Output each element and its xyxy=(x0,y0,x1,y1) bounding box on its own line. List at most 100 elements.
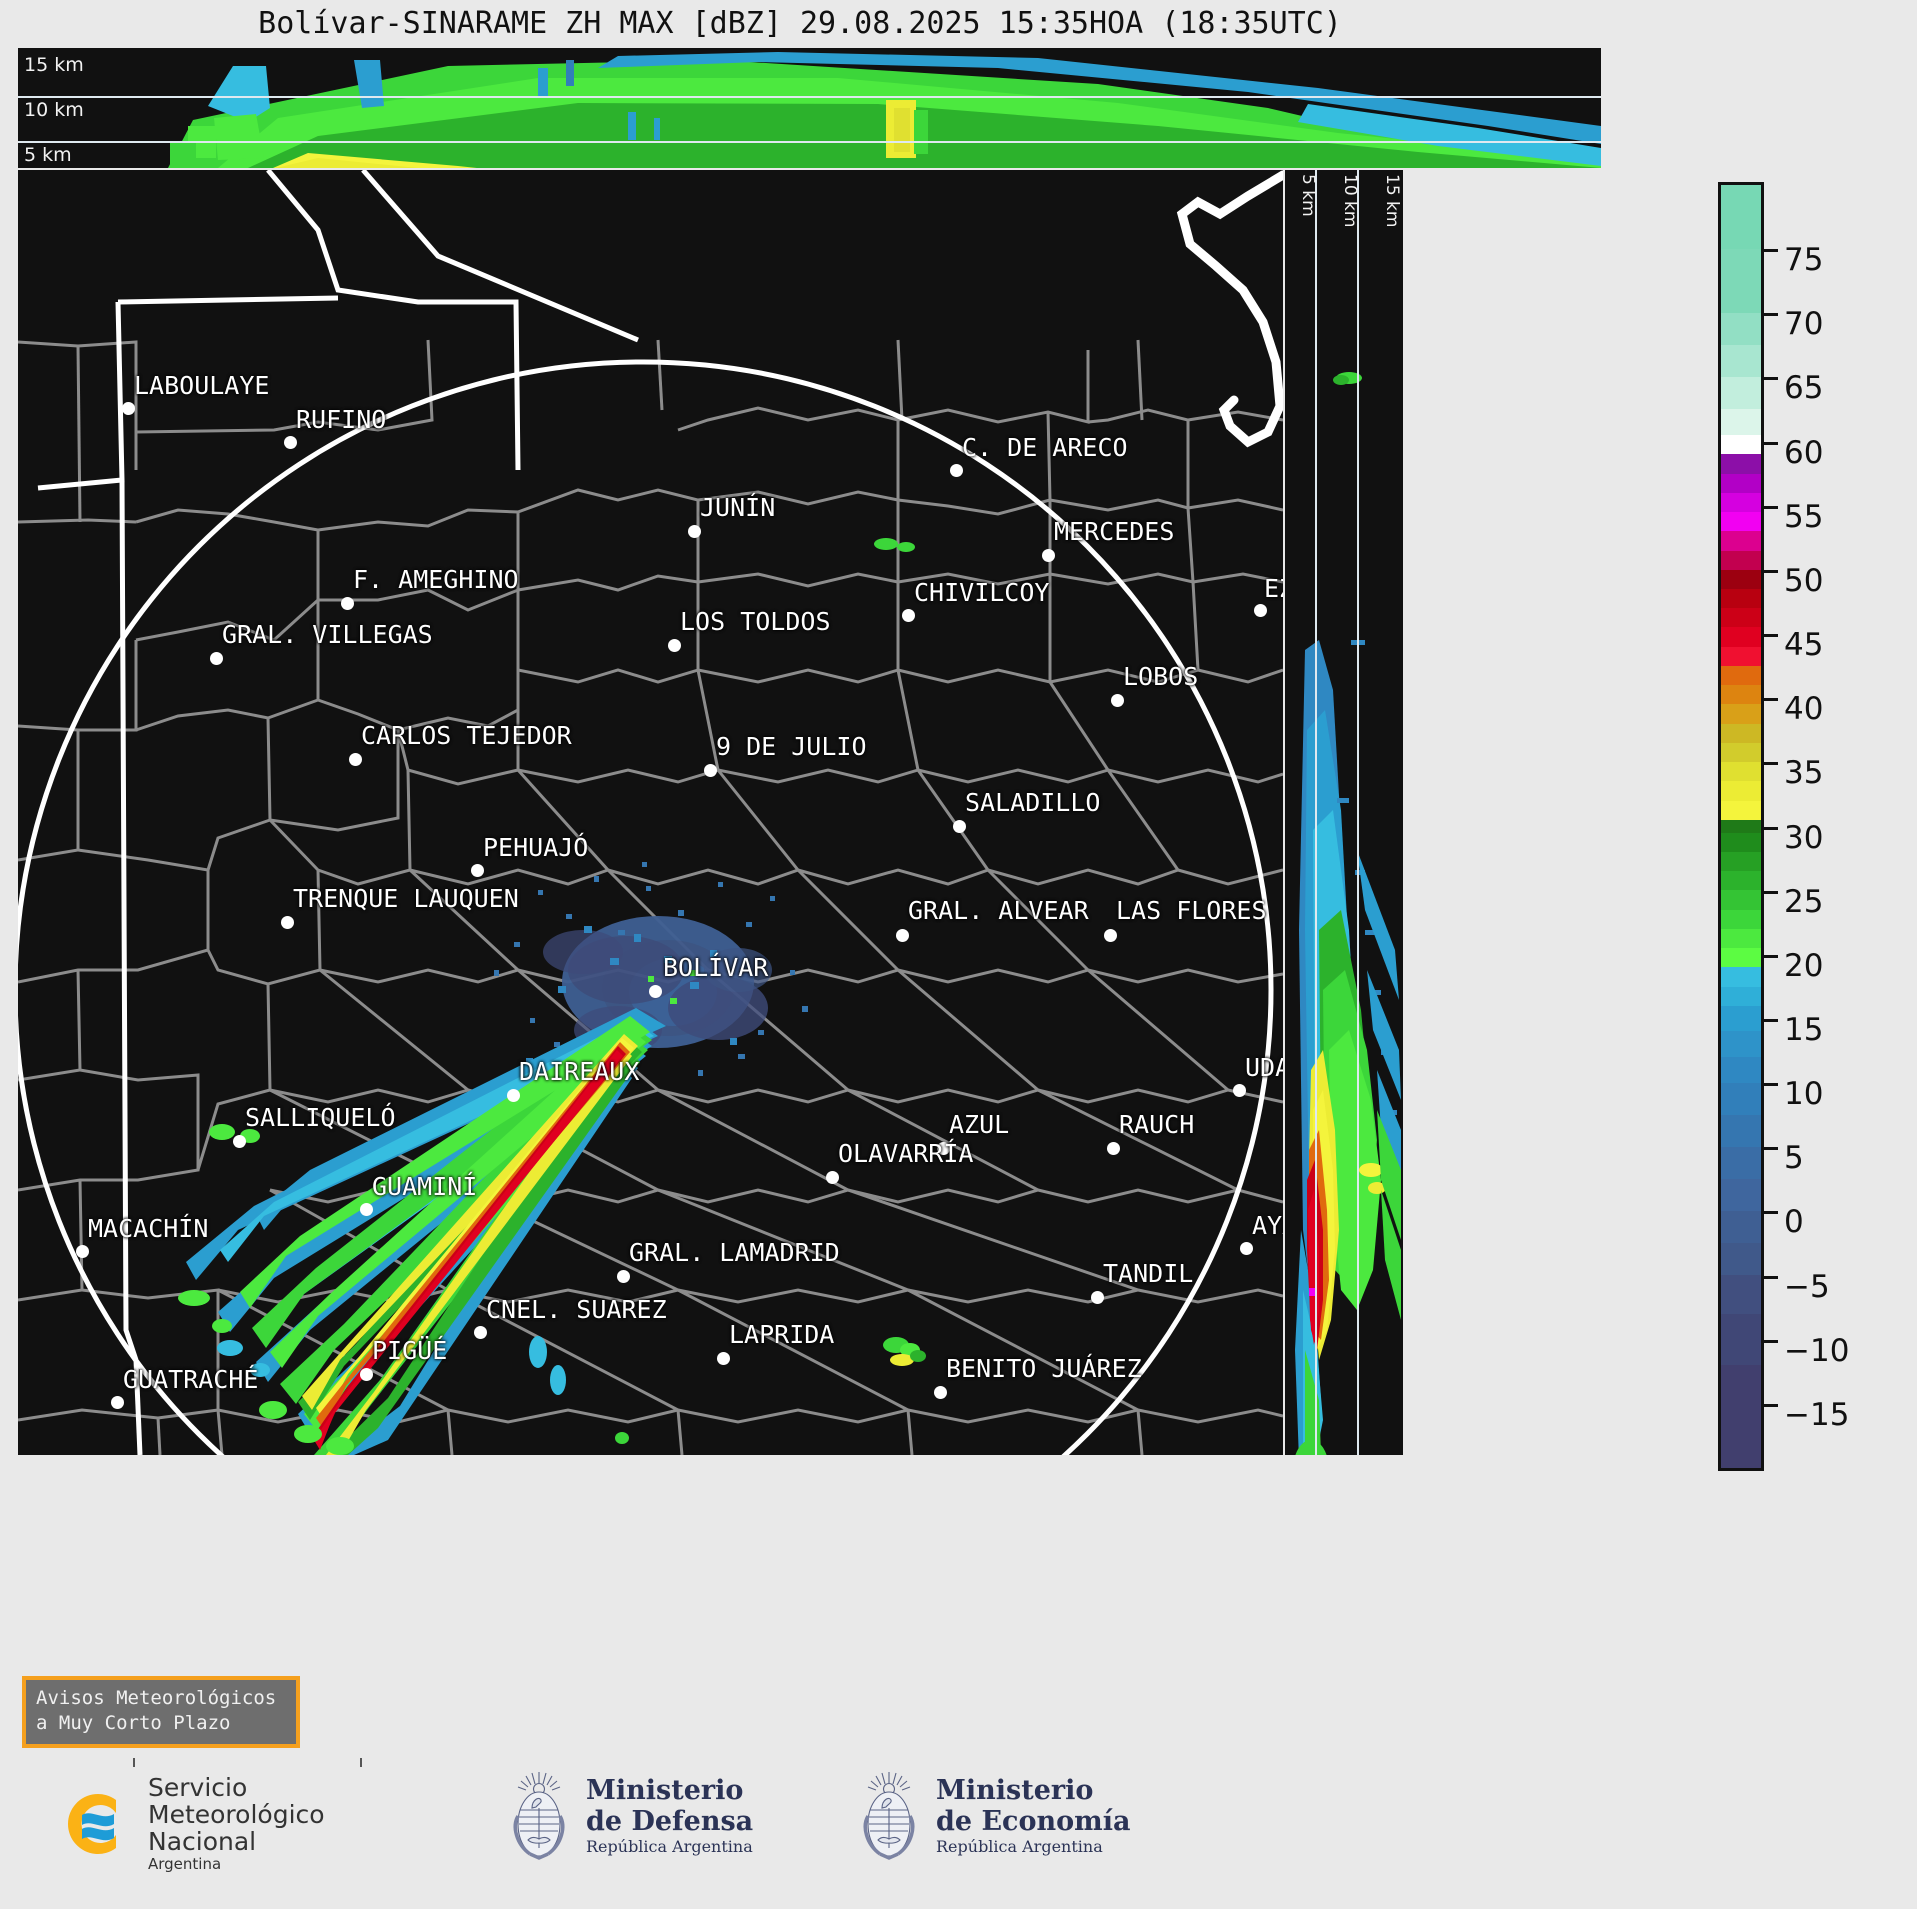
economia-sub: República Argentina xyxy=(936,1837,1103,1856)
colorbar-segment xyxy=(1721,742,1761,763)
page-title: Bolívar-SINARAME ZH MAX [dBZ] 29.08.2025… xyxy=(258,6,1342,41)
colorbar-segment xyxy=(1721,1005,1761,1032)
department-boundaries xyxy=(18,339,1283,1455)
smn-line2: Meteorológico xyxy=(148,1800,325,1829)
height-line-10km xyxy=(18,96,1601,98)
colorbar-segment xyxy=(1721,723,1761,743)
colorbar-segment xyxy=(1721,512,1761,532)
city-marker xyxy=(360,1368,373,1381)
colorbar-segment xyxy=(1721,762,1761,782)
colorbar-segment xyxy=(1721,492,1761,513)
warnings-legend-line2: a Muy Corto Plazo xyxy=(36,1712,231,1734)
city-marker xyxy=(1240,1242,1253,1255)
warnings-legend-line1: Avisos Meteorológicos xyxy=(36,1687,277,1709)
sw-beam-streaks xyxy=(178,1008,666,1455)
coat-of-arms-icon xyxy=(863,1772,915,1860)
colorbar-segment xyxy=(1721,909,1761,929)
economia-line2: de Economía xyxy=(936,1806,1131,1837)
colorbar-tick xyxy=(1764,569,1778,573)
colorbar-segment xyxy=(1721,685,1761,705)
right-height-label-15km: 15 km xyxy=(1382,174,1402,228)
river-outline xyxy=(1176,170,1283,448)
city-marker xyxy=(1042,549,1055,562)
logo-ministerio-defensa: Ministerio de Defensa República Argentin… xyxy=(508,1770,753,1862)
colorbar-segment xyxy=(1721,1146,1761,1179)
coat-of-arms-icon xyxy=(513,1772,565,1860)
city-marker xyxy=(950,464,963,477)
city-marker xyxy=(826,1171,839,1184)
echo-cell-laprida xyxy=(883,1337,926,1366)
colorbar-tick xyxy=(1764,441,1778,445)
colorbar-segment xyxy=(1721,627,1761,647)
colorbar-segment xyxy=(1721,1275,1761,1314)
right-height-line-10km xyxy=(1357,170,1359,1455)
city-marker xyxy=(688,525,701,538)
smn-sub: Argentina xyxy=(148,1855,222,1873)
footer-tick-left xyxy=(133,1758,135,1767)
colorbar-segment xyxy=(1721,313,1761,346)
city-marker xyxy=(1091,1291,1104,1304)
colorbar-tick xyxy=(1764,249,1778,253)
colorbar-segment xyxy=(1721,589,1761,609)
colorbar-tick xyxy=(1764,1339,1778,1343)
colorbar-segment xyxy=(1721,377,1761,410)
colorbar-segment xyxy=(1721,800,1761,820)
city-marker xyxy=(1111,694,1124,707)
colorbar-tick xyxy=(1764,1275,1778,1279)
colorbar-segment xyxy=(1721,1364,1761,1468)
warnings-legend-box[interactable]: Avisos Meteorológicos a Muy Corto Plazo xyxy=(22,1676,300,1748)
colorbar-segment xyxy=(1721,986,1761,1006)
colorbar-segment xyxy=(1721,249,1761,314)
colorbar-segment xyxy=(1721,646,1761,666)
colorbar-segment xyxy=(1721,1313,1761,1365)
city-marker xyxy=(934,1386,947,1399)
colorbar-tick xyxy=(1764,1018,1778,1022)
colorbar-segment xyxy=(1721,531,1761,551)
colorbar-tick xyxy=(1764,377,1778,381)
city-marker xyxy=(281,916,294,929)
colorbar-tick xyxy=(1764,1147,1778,1151)
radar-echo-layer xyxy=(178,538,926,1455)
city-marker xyxy=(617,1270,630,1283)
city-marker xyxy=(1254,604,1267,617)
right-height-label-10km: 10 km xyxy=(1340,174,1360,228)
colorbar-tick xyxy=(1764,698,1778,702)
colorbar-segment xyxy=(1721,1243,1761,1276)
city-marker xyxy=(1233,1084,1246,1097)
city-marker xyxy=(668,639,681,652)
colorbar-segment xyxy=(1721,608,1761,628)
colorbar-segment xyxy=(1721,781,1761,801)
colorbar-tick xyxy=(1764,634,1778,638)
city-marker xyxy=(233,1135,246,1148)
city-marker xyxy=(341,597,354,610)
top-cross-section-panel: 15 km 10 km 5 km xyxy=(18,48,1601,168)
smn-line3: Nacional xyxy=(148,1827,257,1856)
radar-map-panel[interactable]: LABOULAYE RUFINO C. DE ARECO JUNÍN MERCEDES F… xyxy=(18,170,1283,1455)
colorbar-segment xyxy=(1721,473,1761,493)
colorbar-segment xyxy=(1721,1057,1761,1083)
defensa-sub: República Argentina xyxy=(586,1837,753,1856)
colorbar-tick xyxy=(1764,505,1778,509)
colorbar-segment xyxy=(1721,345,1761,378)
defensa-line1: Ministerio xyxy=(586,1775,744,1806)
radar-range-ring xyxy=(18,359,1274,1455)
colorbar-segment xyxy=(1721,435,1761,455)
colorbar-segment xyxy=(1721,871,1761,891)
city-marker xyxy=(111,1396,124,1409)
top-height-label-5km: 5 km xyxy=(24,144,72,166)
colorbar-segment xyxy=(1721,550,1761,570)
city-marker xyxy=(210,652,223,665)
city-marker xyxy=(902,609,915,622)
colorbar-segment xyxy=(1721,928,1761,949)
colorbar-segment xyxy=(1721,185,1761,250)
colorbar-segment xyxy=(1721,665,1761,686)
city-marker xyxy=(507,1089,520,1102)
logo-smn: Servicio Meteorológico Nacional Argentin… xyxy=(52,1774,325,1874)
economia-line1: Ministerio xyxy=(936,1775,1094,1806)
colorbar-tick xyxy=(1764,313,1778,317)
colorbar-segment xyxy=(1721,1210,1761,1244)
logo-ministerio-economia: Ministerio de Economía República Argenti… xyxy=(858,1770,1130,1862)
city-marker xyxy=(474,1326,487,1339)
colorbar-segment xyxy=(1721,851,1761,872)
